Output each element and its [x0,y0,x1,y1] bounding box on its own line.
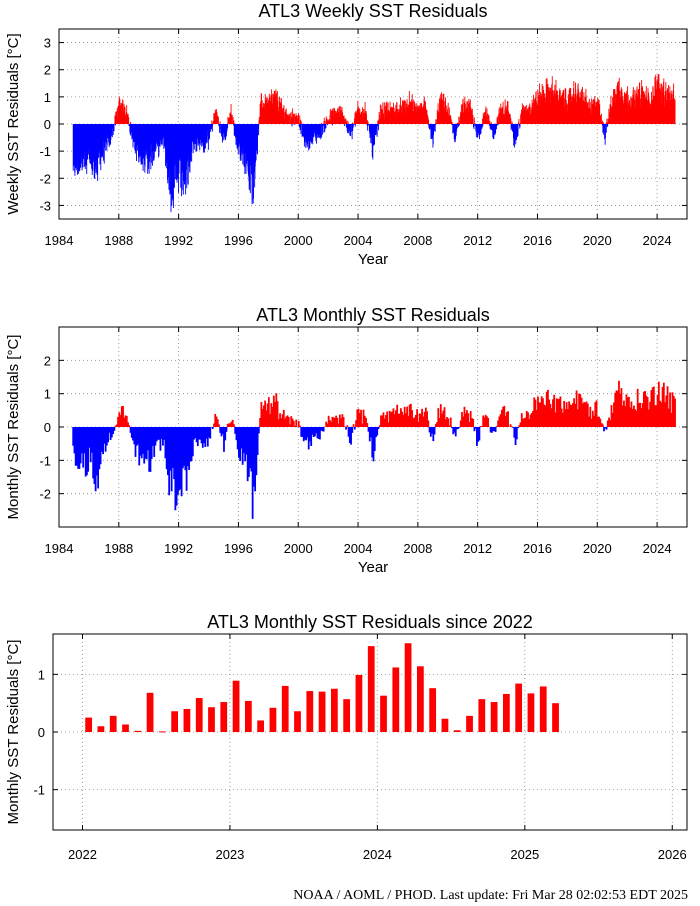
monthly-bar-17 [281,685,289,732]
monthly-bar-29 [429,688,437,732]
x-tick-label: 2024 [363,847,392,862]
x-tick-label: 2023 [215,847,244,862]
monthly-bar-23 [355,674,363,732]
monthly-bar-35 [503,693,510,732]
x-tick-label: 2022 [68,847,97,862]
monthly-bar-38 [539,686,547,732]
monthly-bar-21 [330,688,338,732]
monthly-bar-9 [183,708,191,732]
chart-title: ATL3 Monthly SST Residuals [256,305,489,325]
chart-panels: 1984 1988 1992 1996 2000 2004 2008 2012 2016 2020… [5,1,688,862]
monthly-bar-24 [367,646,375,732]
x-tick-label: 1988 [104,541,133,556]
monthly-bar-12 [220,702,228,732]
y-axis-label: Weekly SST Residuals [°C] [5,33,22,214]
monthly-bar-25 [380,695,387,732]
monthly-bar-13 [232,680,240,732]
panel-2: 1984 1988 1992 1996 2000 2004 2008 2012 2016 2020… [5,305,688,576]
bars [72,74,676,213]
x-axis-label: Year [358,559,388,576]
x-tick-label: 1996 [224,233,253,248]
y-tick-label: 1 [44,90,51,105]
x-tick-label: 2016 [523,541,552,556]
x-tick-label: 2008 [403,233,432,248]
y-tick-label: -1 [33,783,45,798]
monthly-bar-18 [294,711,301,732]
y-axis-label: Monthly SST Residuals [°C] [5,640,22,825]
y-tick-label: 0 [44,420,51,435]
x-tick-label: 2000 [284,233,313,248]
monthly-bar-32 [466,715,473,732]
monthly-bar-5 [134,730,142,732]
monthly-bar-26 [392,667,400,732]
footer-update-note: NOAA / AOML / PHOD. Last update: Fri Mar… [293,888,688,903]
x-tick-label: 2008 [403,541,432,556]
y-tick-label: -2 [39,487,51,502]
x-tick-label: 2000 [284,541,313,556]
x-tick-label: 2004 [344,233,373,248]
panel-3: 2022 2023 2024 2025 2026 -1 0 1 ATL3 Monthly SST… [5,612,688,862]
monthly-bar-22 [343,699,351,732]
bars [72,380,676,519]
y-tick-label: 0 [38,725,45,740]
x-tick-label: 1992 [164,541,193,556]
chart-title: ATL3 Weekly SST Residuals [258,1,487,21]
monthly-bar-4 [122,724,129,732]
x-tick-label: 2024 [643,233,672,248]
monthly-bar-31 [453,730,461,732]
monthly-bar-37 [527,693,535,732]
x-tick-label: 2026 [658,847,687,862]
monthly-bar-36 [515,683,523,732]
x-tick-label: 1984 [45,541,74,556]
y-tick-label: -3 [39,198,51,213]
x-tick-label: 2020 [583,233,612,248]
monthly-bar-1 [85,717,93,732]
y-axis-label: Monthly SST Residuals [°C] [5,335,22,520]
monthly-bar-7 [158,731,166,733]
y-tick-label: -1 [39,144,51,159]
x-tick-label: 2016 [523,233,552,248]
x-tick-label: 1988 [104,233,133,248]
y-tick-label: 3 [44,36,51,51]
monthly-bar-15 [257,720,265,732]
monthly-bar-27 [404,643,412,732]
monthly-bar-33 [478,699,486,732]
x-tick-label: 1992 [164,233,193,248]
chart-title: ATL3 Monthly SST Residuals since 2022 [207,612,533,632]
monthly-bar-19 [306,691,314,732]
x-axis-label: Year [358,251,388,268]
y-tick-label: 0 [44,117,51,132]
x-tick-label: 2012 [463,233,492,248]
x-tick-label: 2012 [463,541,492,556]
monthly-bar-8 [171,711,179,732]
monthly-bar-14 [244,700,252,732]
y-tick-label: 2 [44,63,51,78]
monthly-bar-20 [318,691,326,732]
monthly-bar-39 [552,703,559,732]
y-tick-label: -1 [39,453,51,468]
x-tick-label: 2004 [344,541,373,556]
y-tick-label: 2 [44,353,51,368]
monthly-bar-11 [208,707,215,732]
monthly-bar-28 [417,666,424,732]
monthly-bar-10 [195,697,203,732]
x-tick-label: 2025 [510,847,539,862]
y-tick-label: 1 [44,387,51,402]
monthly-bar-3 [109,715,117,732]
y-tick-label: -2 [39,171,51,186]
monthly-bar-34 [490,702,498,732]
y-tick-label: 1 [38,667,45,682]
monthly-bar-16 [269,707,277,732]
x-tick-label: 1984 [45,233,74,248]
monthly-bar-30 [441,718,449,732]
x-tick-label: 2024 [643,541,672,556]
monthly-bar-2 [97,726,105,732]
x-tick-label: 2020 [583,541,612,556]
bars [85,643,559,733]
monthly-bar-6 [146,692,154,732]
panel-1: 1984 1988 1992 1996 2000 2004 2008 2012 2016 2020… [5,1,688,268]
x-tick-label: 1996 [224,541,253,556]
